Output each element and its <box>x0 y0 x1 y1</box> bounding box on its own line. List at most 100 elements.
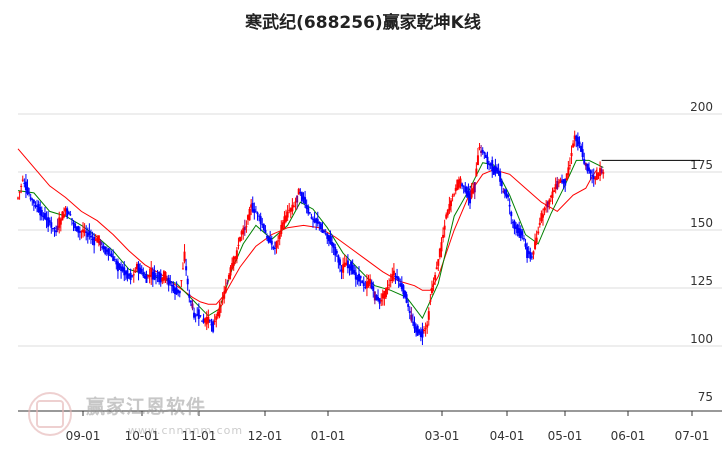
candle-body <box>364 286 367 288</box>
candle-body <box>302 196 305 200</box>
candle-body <box>524 243 527 247</box>
candle-body <box>85 231 88 233</box>
candle-body <box>403 291 406 298</box>
candle-body <box>64 208 67 212</box>
fast-ma-line <box>17 159 604 320</box>
candle-body <box>559 179 562 183</box>
candle-body <box>584 162 587 167</box>
y-tick-label: 75 <box>698 390 713 404</box>
y-tick-label: 125 <box>690 274 713 288</box>
candle-body <box>337 255 340 263</box>
candle-body <box>540 213 543 222</box>
candle-body <box>62 214 65 218</box>
candle-body <box>270 240 273 245</box>
candle-body <box>446 209 449 216</box>
candle-body <box>275 241 278 248</box>
candle-body <box>510 211 513 217</box>
candle-body <box>549 195 552 197</box>
candle-body <box>538 222 541 225</box>
candle-body <box>554 184 557 190</box>
candle-body <box>153 270 156 280</box>
x-tick-label: 06-01 <box>611 429 646 443</box>
candle-body <box>170 284 173 287</box>
candle-body <box>210 323 213 326</box>
candles <box>17 130 605 346</box>
candle-body <box>156 275 159 277</box>
candle-body <box>454 187 457 192</box>
candle-body <box>280 224 283 234</box>
candle-body <box>480 150 483 153</box>
candle-body <box>388 284 391 286</box>
candle-body <box>361 280 364 284</box>
candle-body <box>597 174 600 176</box>
candle-body <box>112 256 115 261</box>
candle-body <box>543 207 546 211</box>
candle-body <box>21 179 24 181</box>
candle-body <box>346 260 349 269</box>
candle-body <box>186 278 189 285</box>
candle-body <box>332 243 335 248</box>
candle-body <box>147 275 150 277</box>
candle-body <box>562 179 565 184</box>
candle-body <box>464 186 467 193</box>
candle-body <box>372 286 375 292</box>
candle-body <box>377 296 380 301</box>
y-axis: 200 175 150 125 100 75 <box>690 100 713 404</box>
candle-body <box>518 228 521 237</box>
candle-body <box>189 300 192 303</box>
candle-body <box>137 263 140 273</box>
candle-body <box>327 234 330 242</box>
candle-body <box>462 185 465 187</box>
candle-body <box>37 204 40 213</box>
candle-body <box>326 233 329 239</box>
candle-body <box>592 175 595 180</box>
candle-body <box>134 270 137 273</box>
candle-body <box>67 212 70 215</box>
candle-body <box>456 179 459 191</box>
candle-body <box>132 274 135 276</box>
candle-body <box>99 240 102 246</box>
candle-body <box>262 224 265 231</box>
candle-body <box>78 230 81 233</box>
candle-body <box>264 229 267 234</box>
candle-body <box>415 327 418 333</box>
candle-body <box>43 213 46 219</box>
candle-body <box>159 273 162 283</box>
candle-body <box>350 261 353 271</box>
candle-body <box>449 200 452 207</box>
candle-body <box>400 283 403 290</box>
candle-body <box>511 222 514 224</box>
candle-body <box>316 219 319 224</box>
candle-body <box>338 259 341 266</box>
candle-body <box>484 154 487 158</box>
candle-body <box>532 251 535 255</box>
candle-body <box>162 271 165 281</box>
candle-body <box>110 253 113 258</box>
candle-body <box>358 273 360 282</box>
candle-body <box>513 220 516 229</box>
candle-body <box>145 274 148 283</box>
candle-body <box>24 181 27 191</box>
candle-body <box>240 231 243 235</box>
candle-body <box>568 165 571 167</box>
candle-body <box>351 265 354 275</box>
candle-body <box>508 204 511 207</box>
candle-body <box>545 204 548 207</box>
candle-body <box>576 136 579 147</box>
candle-body <box>381 293 384 299</box>
candle-body <box>589 170 592 174</box>
candle-body <box>473 181 476 193</box>
candle-body <box>353 270 356 274</box>
candle-body <box>32 199 35 204</box>
candle-body <box>216 312 219 317</box>
candle-body <box>39 207 42 216</box>
candle-body <box>478 147 481 149</box>
watermark: 赢家江恩软件 www.cnnnnm.com <box>28 388 328 444</box>
candle-body <box>323 231 326 233</box>
candle-body <box>121 266 124 272</box>
candle-body <box>373 291 376 301</box>
candle-body <box>489 163 492 166</box>
candle-body <box>74 223 77 229</box>
candle-body <box>245 226 248 228</box>
